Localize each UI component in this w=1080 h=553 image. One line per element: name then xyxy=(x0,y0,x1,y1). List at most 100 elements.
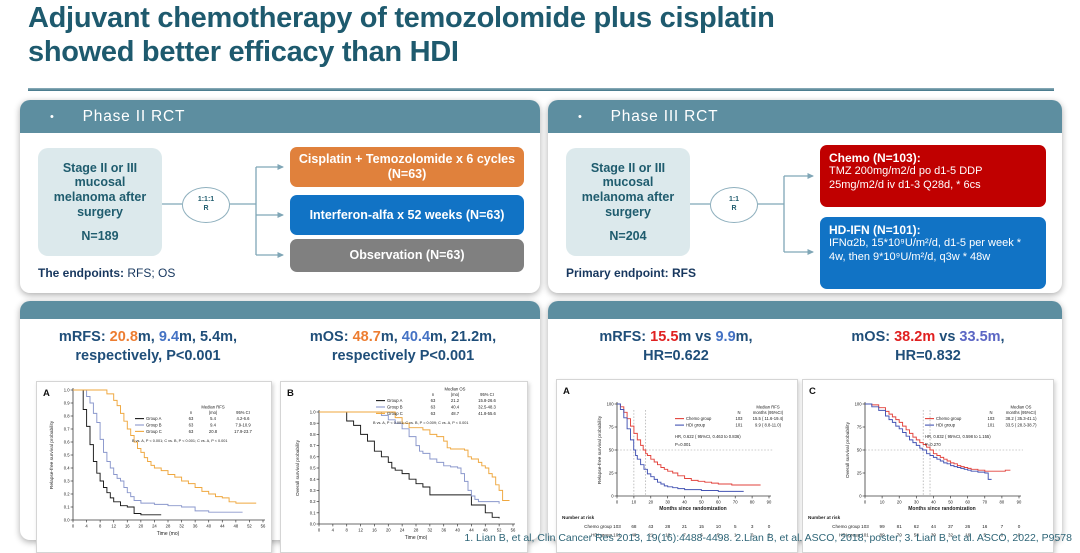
svg-text:0: 0 xyxy=(768,533,771,538)
phase3-results-header-strip xyxy=(548,301,1062,319)
phase3-primary-endpoint: Primary endpoint: RFS xyxy=(566,266,696,280)
page-title: Adjuvant chemotherapy of temozolomide pl… xyxy=(28,2,775,70)
bullet-icon: • xyxy=(50,110,55,123)
svg-text:16: 16 xyxy=(965,533,971,538)
svg-text:Chemo group: Chemo group xyxy=(936,416,962,421)
phase2-mos-result: mOS: 48.7m, 40.4m, 21.2m, respectively P… xyxy=(276,328,530,366)
svg-text:Overall survival probability: Overall survival probability xyxy=(845,421,851,478)
svg-text:9.4: 9.4 xyxy=(210,422,216,427)
svg-text:100: 100 xyxy=(607,402,615,407)
phase2-panel-body: Stage II or III mucosal melanoma after s… xyxy=(20,133,540,293)
svg-text:N: N xyxy=(989,410,992,415)
svg-text:62: 62 xyxy=(914,524,920,529)
svg-text:81: 81 xyxy=(897,524,903,529)
phase2-endpoints: The endpoints: RFS; OS xyxy=(38,266,175,280)
svg-text:0.0: 0.0 xyxy=(310,522,316,527)
svg-text:0: 0 xyxy=(611,494,614,499)
svg-text:68: 68 xyxy=(631,524,637,529)
svg-text:Chemo group: Chemo group xyxy=(686,416,712,421)
svg-text:50: 50 xyxy=(948,499,953,504)
svg-text:63: 63 xyxy=(189,429,194,434)
svg-text:40: 40 xyxy=(682,499,687,504)
svg-text:21.2: 21.2 xyxy=(451,398,460,403)
svg-text:21: 21 xyxy=(648,533,654,538)
svg-text:28: 28 xyxy=(414,527,419,532)
svg-text:44: 44 xyxy=(469,527,474,532)
svg-text:10: 10 xyxy=(880,499,885,504)
svg-text:Group C: Group C xyxy=(387,411,403,416)
svg-text:7.9-10.9: 7.9-10.9 xyxy=(235,422,251,427)
svg-text:20.8: 20.8 xyxy=(209,429,218,434)
svg-text:C: C xyxy=(809,386,816,397)
svg-text:32: 32 xyxy=(428,527,433,532)
svg-text:30: 30 xyxy=(914,499,919,504)
svg-text:16: 16 xyxy=(982,524,988,529)
phase2-mrfs-line1: mRFS: 20.8m, 9.4m, 5.4m, xyxy=(58,329,238,345)
svg-text:63: 63 xyxy=(431,411,436,416)
svg-text:0: 0 xyxy=(318,527,321,532)
phase2-results-body: mRFS: 20.8m, 9.4m, 5.4m, respectively, P… xyxy=(20,319,540,553)
phase3-mrfs-result: mRFS: 15.5m vs 9.9m, HR=0.622 xyxy=(552,328,800,366)
svg-text:70: 70 xyxy=(982,499,987,504)
svg-text:Relapse-free survival probabil: Relapse-free survival probability xyxy=(597,415,603,484)
svg-text:50: 50 xyxy=(857,448,862,453)
svg-text:58: 58 xyxy=(914,533,920,538)
svg-text:Median OS: Median OS xyxy=(445,386,466,391)
svg-text:5: 5 xyxy=(983,533,986,538)
svg-text:40: 40 xyxy=(931,499,936,504)
svg-text:50: 50 xyxy=(699,499,704,504)
phase3-population-text: Stage II or III mucosal melanoma after s… xyxy=(581,160,675,219)
svg-text:0: 0 xyxy=(616,499,619,504)
phase3-results-panel: mRFS: 15.5m vs 9.9m, HR=0.622 mOS: 38.2m… xyxy=(548,301,1062,553)
svg-text:90: 90 xyxy=(767,499,772,504)
svg-text:10: 10 xyxy=(716,524,722,529)
svg-text:9.9 ( 8.8-11.0): 9.9 ( 8.8-11.0) xyxy=(755,423,782,428)
svg-text:0.7: 0.7 xyxy=(64,427,70,432)
phase3-enrollment-n: N=204 xyxy=(609,228,647,243)
svg-text:44: 44 xyxy=(931,524,937,529)
phase2-endpoints-label: The endpoints: xyxy=(38,266,124,280)
svg-text:56: 56 xyxy=(511,527,516,532)
svg-text:32: 32 xyxy=(948,533,954,538)
phase3-randomization-ratio: 1:1 xyxy=(728,196,740,204)
phase2-mrfs-result: mRFS: 20.8m, 9.4m, 5.4m, respectively, P… xyxy=(26,328,270,366)
svg-text:12: 12 xyxy=(111,523,116,528)
svg-text:52: 52 xyxy=(497,527,502,532)
phase3-randomization-node: 1:1 R xyxy=(710,187,758,223)
phase2-enrollment-n: N=189 xyxy=(81,228,119,243)
phase2-results-panel: mRFS: 20.8m, 9.4m, 5.4m, respectively, P… xyxy=(20,301,540,553)
svg-text:10: 10 xyxy=(665,533,671,538)
svg-text:Group C: Group C xyxy=(146,429,162,434)
svg-text:5.4: 5.4 xyxy=(210,416,216,421)
svg-text:4.2-6.6: 4.2-6.6 xyxy=(236,416,250,421)
svg-text:28: 28 xyxy=(166,523,171,528)
svg-text:6: 6 xyxy=(700,533,703,538)
phase2-rct-panel: • Phase II RCT Stage II or III mucosal m… xyxy=(20,100,540,293)
svg-text:P=0.270: P=0.270 xyxy=(925,442,941,447)
phase2-mos-line1: mOS: 48.7m, 40.4m, 21.2m, xyxy=(309,329,497,345)
svg-text:1: 1 xyxy=(734,533,737,538)
svg-text:21: 21 xyxy=(682,524,688,529)
svg-text:16: 16 xyxy=(372,527,377,532)
phase3-arm-hdifn: HD-IFN (N=101): IFNα2b, 15*10⁹U/m²/d, d1… xyxy=(820,217,1046,289)
svg-text:101: 101 xyxy=(613,533,621,538)
title-divider xyxy=(28,88,1054,91)
svg-text:40: 40 xyxy=(455,527,460,532)
svg-text:0.4: 0.4 xyxy=(64,466,70,471)
svg-text:15: 15 xyxy=(699,524,705,529)
svg-text:Relapse-free survival probabil: Relapse-free survival probability xyxy=(49,420,55,489)
svg-text:0.1: 0.1 xyxy=(310,510,316,515)
svg-text:HR, 0.832 ( 95%CI, 0.598 to 1.: HR, 0.832 ( 95%CI, 0.598 to 1.155) xyxy=(925,434,991,439)
svg-text:32.5-48.3: 32.5-48.3 xyxy=(478,404,496,409)
svg-text:36: 36 xyxy=(441,527,446,532)
svg-text:103: 103 xyxy=(736,416,744,421)
svg-text:0.7: 0.7 xyxy=(310,443,316,448)
svg-text:0: 0 xyxy=(72,523,75,528)
phase3-endpoint-label: Primary endpoint: RFS xyxy=(566,266,697,280)
svg-text:Months since randomization: Months since randomization xyxy=(908,506,976,512)
svg-text:28: 28 xyxy=(665,524,671,529)
phase3-mos-result: mOS: 38.2m vs 33.5m, HR=0.832 xyxy=(800,328,1056,366)
title-line2: showed better efficacy than HDI xyxy=(28,35,459,68)
svg-text:HDI group: HDI group xyxy=(686,423,706,428)
phase3-rct-panel: • Phase III RCT Stage II or III mucosal … xyxy=(548,100,1062,293)
